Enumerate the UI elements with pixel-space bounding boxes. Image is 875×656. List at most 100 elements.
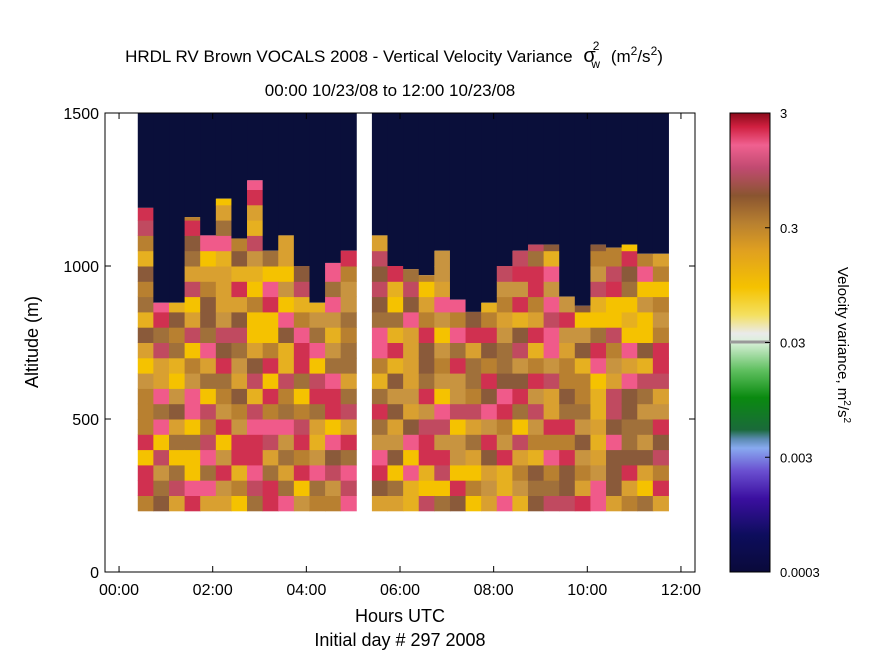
x-tick-label: 00:00 — [99, 582, 139, 599]
heatmap-cell — [371, 342, 388, 359]
heatmap-cell — [215, 419, 232, 435]
heatmap-cell — [184, 419, 201, 435]
heatmap-cell — [247, 220, 264, 236]
heatmap-cell — [231, 296, 248, 313]
heatmap-cell — [278, 113, 295, 236]
heatmap-cell — [543, 327, 560, 343]
heatmap-cell — [559, 342, 576, 359]
heatmap-cell — [153, 434, 170, 451]
heatmap-cell — [637, 480, 654, 496]
heatmap-cell — [449, 342, 467, 359]
heatmap-cell — [574, 480, 591, 496]
x-tick-label: 10:00 — [567, 582, 607, 599]
heatmap-cell — [325, 296, 342, 313]
x-tick-label: 02:00 — [193, 582, 233, 599]
heatmap-cell — [278, 235, 295, 252]
heatmap-cell — [215, 281, 232, 298]
heatmap-cell — [606, 247, 623, 252]
colorbar-tick-label: 3 — [780, 106, 787, 121]
heatmap-cell — [481, 419, 498, 435]
heatmap-cell — [481, 388, 498, 405]
heatmap-cell — [293, 388, 310, 405]
heatmap-cell — [293, 449, 310, 466]
heatmap-cell — [371, 373, 388, 389]
heatmap-cell — [574, 327, 591, 343]
heatmap-cell — [606, 419, 623, 435]
heatmap-cell — [606, 296, 623, 313]
heatmap-cell — [293, 419, 310, 435]
heatmap-cell — [309, 342, 326, 359]
heatmap-cell — [247, 296, 264, 313]
heatmap-cell — [371, 113, 388, 236]
heatmap-cell — [325, 388, 342, 405]
heatmap-cell — [371, 388, 388, 405]
heatmap-cell — [434, 296, 451, 313]
heatmap-cell — [527, 373, 545, 389]
heatmap-cell — [496, 311, 513, 328]
heatmap-cell — [418, 419, 435, 435]
heatmap-cell — [309, 311, 326, 328]
heatmap-cell — [169, 302, 186, 313]
heatmap-cell — [278, 495, 295, 512]
heatmap-cell — [652, 388, 669, 405]
heatmap-cell — [278, 480, 295, 496]
heatmap-cell — [590, 357, 607, 374]
heatmap-cell — [200, 281, 217, 298]
heatmap-cell — [465, 403, 482, 420]
heatmap-cell — [293, 342, 310, 359]
heatmap-cell — [527, 403, 545, 420]
heatmap-cell — [325, 434, 342, 451]
heatmap-cell — [403, 281, 420, 298]
heatmap-cell — [574, 434, 591, 451]
heatmap-cell — [574, 311, 591, 328]
heatmap-cell — [606, 388, 623, 405]
heatmap-cell — [621, 244, 638, 252]
heatmap-cell — [231, 464, 248, 481]
heatmap-cell — [434, 113, 451, 251]
heatmap-cell — [637, 266, 654, 282]
heatmap-cell — [527, 464, 545, 481]
heatmap-cell — [543, 357, 560, 374]
heatmap-cell — [262, 342, 279, 359]
heatmap-cell — [512, 373, 529, 389]
heatmap-cell — [137, 449, 154, 466]
heatmap-cell — [137, 388, 154, 405]
heatmap-cell — [153, 480, 170, 496]
heatmap-cell — [559, 113, 576, 297]
heatmap-cell — [637, 388, 654, 405]
heatmap-cell — [215, 403, 232, 420]
heatmap-cell — [606, 113, 623, 248]
heatmap-cell — [137, 357, 154, 374]
heatmap-cell — [652, 480, 669, 496]
heatmap-cell — [153, 449, 170, 466]
heatmap-cell — [496, 281, 513, 298]
heatmap-cell — [309, 464, 326, 481]
x-tick-label: 12:00 — [661, 582, 701, 599]
heatmap-cell — [590, 480, 607, 496]
heatmap-cell — [512, 281, 529, 298]
heatmap-cell — [496, 357, 513, 374]
heatmap-cell — [231, 238, 248, 252]
heatmap-cell — [371, 434, 388, 451]
heatmap-cell — [418, 357, 435, 374]
heatmap-cell — [527, 419, 545, 435]
heatmap-cell — [137, 207, 154, 221]
heatmap-cell — [262, 480, 279, 496]
heatmap-cell — [637, 449, 654, 466]
heatmap-cell — [465, 388, 482, 405]
heatmap-cell — [293, 357, 310, 374]
heatmap-cell — [247, 235, 264, 252]
heatmap-cell — [481, 342, 498, 359]
heatmap-cell — [449, 449, 467, 466]
heatmap-cell — [543, 419, 560, 435]
heatmap-cell — [481, 434, 498, 451]
heatmap-cell — [543, 244, 560, 252]
heatmap-cell — [262, 357, 279, 374]
heatmap-cell — [184, 403, 201, 420]
heatmap-cell — [215, 266, 232, 282]
heatmap-cell — [371, 235, 388, 252]
heatmap-cell — [247, 419, 264, 435]
heatmap-cell — [543, 449, 560, 466]
heatmap-cell — [481, 480, 498, 496]
heatmap-cell — [418, 113, 435, 276]
